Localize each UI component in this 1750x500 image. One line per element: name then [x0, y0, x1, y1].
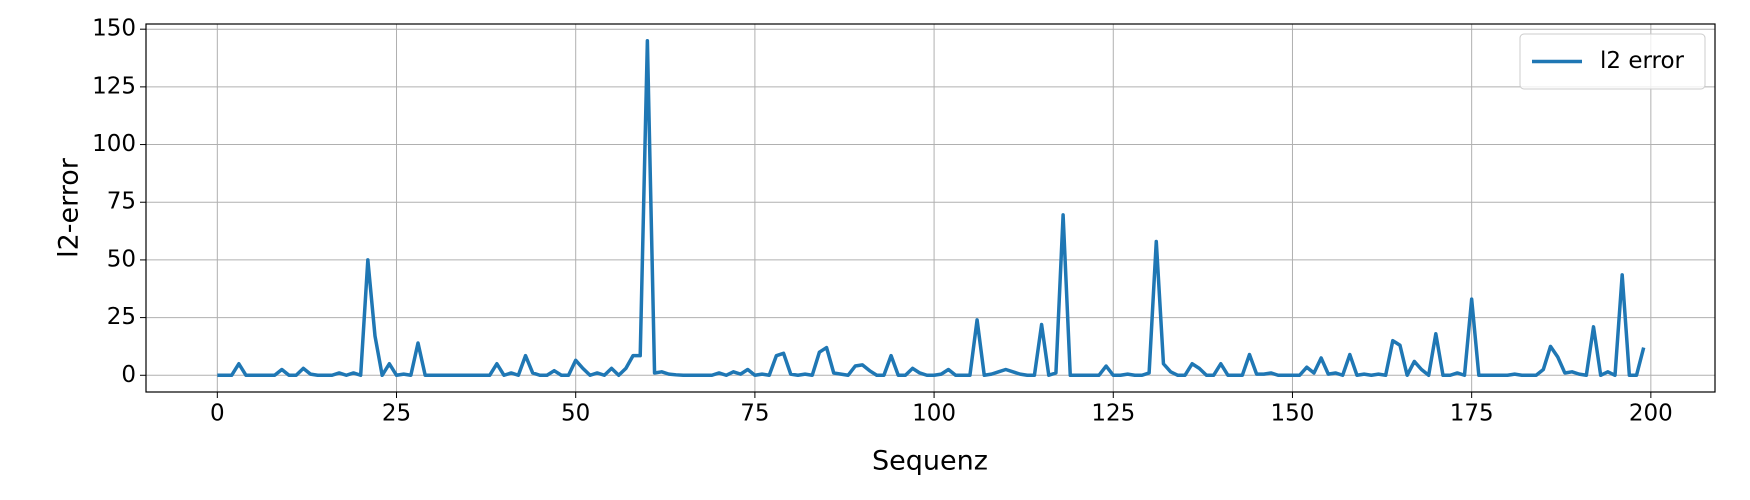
x-tick-label: 25 [382, 401, 411, 427]
legend-label: l2 error [1600, 48, 1685, 74]
x-tick-label: 175 [1450, 401, 1494, 427]
x-tick-label: 50 [561, 401, 590, 427]
y-tick-label: 75 [107, 189, 136, 215]
y-tick-label: 0 [121, 362, 136, 388]
y-tick-label: 125 [92, 73, 136, 99]
x-tick-label: 150 [1271, 401, 1315, 427]
x-tick-label: 75 [740, 401, 769, 427]
y-tick-label: 50 [107, 246, 136, 272]
legend-box [1519, 33, 1706, 90]
data-line [217, 38, 1646, 378]
y-tick-label: 25 [107, 304, 136, 330]
x-axis-label: Sequenz [872, 446, 988, 477]
y-tick-label: 150 [92, 16, 136, 42]
x-tick-label: 100 [912, 401, 956, 427]
y-axis-label: l2-error [54, 157, 85, 258]
x-tick-label: 0 [210, 401, 225, 427]
x-tick-label: 200 [1629, 401, 1673, 427]
y-tick-label: 100 [92, 131, 136, 157]
x-tick-label: 125 [1091, 401, 1135, 427]
plot-frame [145, 23, 1716, 393]
